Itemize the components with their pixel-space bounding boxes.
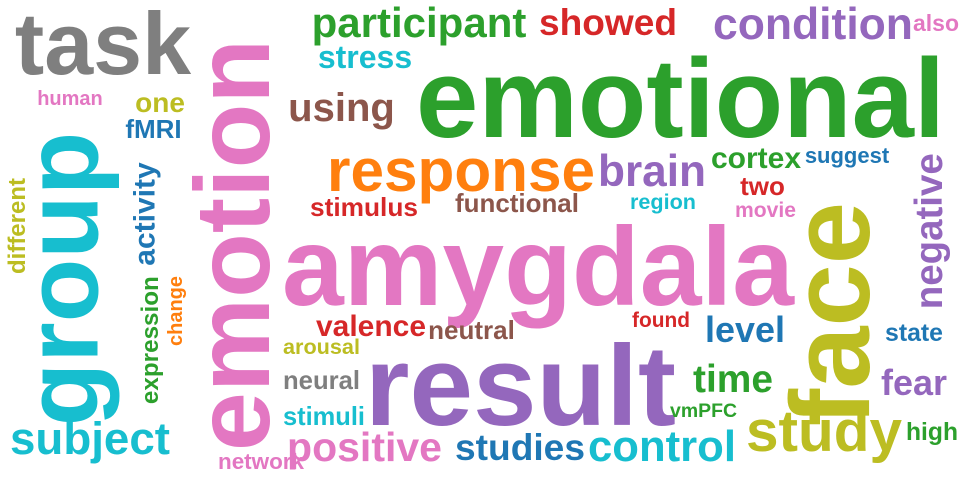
word-subject: subject	[10, 413, 170, 465]
word-vmpfc: vmPFC	[670, 400, 737, 423]
word-negative: negative	[907, 153, 951, 309]
word-functional: functional	[455, 190, 579, 219]
word-valence: valence	[316, 310, 426, 343]
word-showed: showed	[539, 1, 677, 44]
word-condition: condition	[713, 0, 913, 49]
word-cortex: cortex	[710, 142, 802, 175]
word-emotion: emotion	[173, 38, 292, 452]
word-expression: expression	[136, 276, 164, 404]
word-fmri: fMRI	[125, 114, 182, 144]
word-network: network	[218, 448, 304, 474]
word-study: study	[746, 398, 902, 464]
word-level: level	[705, 309, 785, 351]
word-arousal: arousal	[283, 334, 360, 360]
word-human: human	[37, 88, 103, 110]
word-control: control	[588, 422, 736, 472]
word-using: using	[288, 86, 395, 130]
word-stimuli: stimuli	[283, 403, 365, 432]
word-participant: participant	[311, 0, 527, 46]
word-state: state	[885, 319, 943, 347]
word-found: found	[632, 308, 690, 332]
word-stress: stress	[317, 39, 413, 75]
word-neural: neural	[283, 367, 360, 396]
word-different: different	[4, 177, 31, 274]
word-face: face	[767, 201, 893, 427]
word-activity: activity	[128, 161, 162, 266]
word-task: task	[14, 0, 192, 93]
word-movie: movie	[735, 199, 796, 223]
word-two: two	[740, 171, 785, 201]
word-result: result	[365, 322, 676, 450]
word-also: also	[913, 9, 959, 36]
word-change: change	[165, 275, 187, 347]
word-time: time	[693, 357, 773, 401]
word-amygdala: amygdala	[282, 204, 794, 329]
word-high: high	[906, 418, 958, 446]
word-region: region	[630, 189, 696, 215]
word-fear: fear	[881, 362, 947, 404]
word-group: group	[4, 131, 120, 427]
word-positive: positive	[287, 424, 442, 471]
word-stimulus: stimulus	[310, 191, 418, 222]
word-one: one	[135, 87, 185, 118]
word-suggest: suggest	[804, 143, 890, 168]
word-response: response	[327, 135, 595, 204]
word-neutral: neutral	[428, 315, 515, 345]
word-brain: brain	[598, 146, 706, 196]
word-emotional: emotional	[416, 36, 945, 161]
word-studies: studies	[455, 426, 585, 469]
